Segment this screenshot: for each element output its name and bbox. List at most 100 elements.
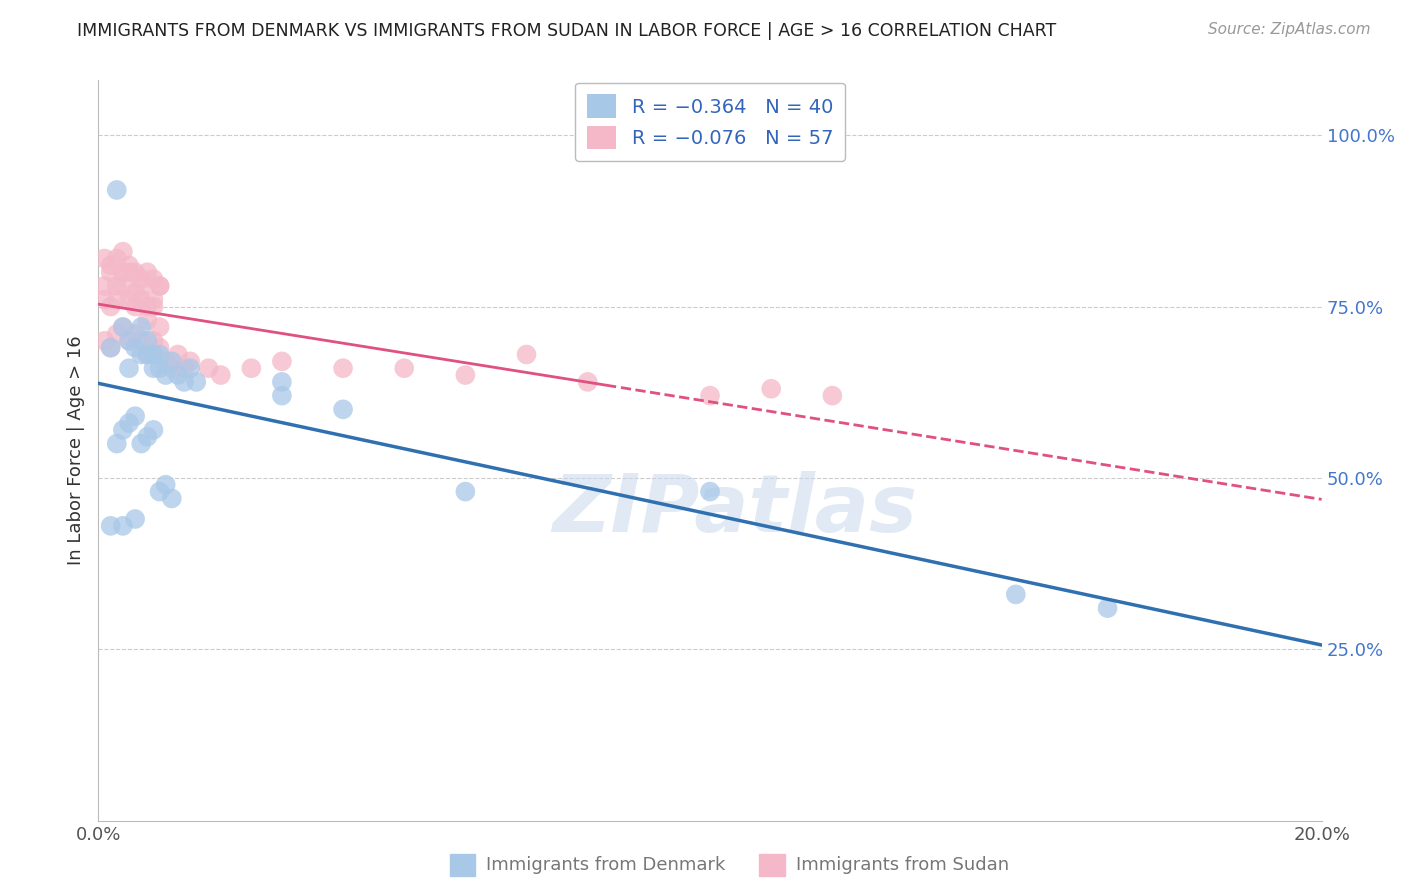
Point (155, 477, 177, 491)
Point (111, 279, 134, 293)
Point (155, 354, 177, 368)
Point (93, 252, 115, 266)
Point (129, 272, 152, 286)
Point (100, 259, 122, 273)
Point (332, 361, 354, 376)
Text: Source: ZipAtlas.com: Source: ZipAtlas.com (1208, 22, 1371, 37)
Point (136, 347, 159, 361)
Text: ZIPatlas: ZIPatlas (553, 471, 917, 549)
Point (149, 279, 172, 293)
Point (118, 265, 141, 279)
Text: IMMIGRANTS FROM DENMARK VS IMMIGRANTS FROM SUDAN IN LABOR FORCE | AGE > 16 CORRE: IMMIGRANTS FROM DENMARK VS IMMIGRANTS FR… (77, 22, 1056, 40)
Y-axis label: In Labor Force | Age > 16: In Labor Force | Age > 16 (66, 335, 84, 566)
Point (129, 279, 152, 293)
Point (142, 423, 165, 437)
Text: Immigrants from Denmark: Immigrants from Denmark (486, 855, 725, 874)
Point (167, 368, 190, 382)
Point (93, 293, 115, 307)
Text: Immigrants from Sudan: Immigrants from Sudan (796, 855, 1010, 874)
Point (136, 334, 159, 348)
Point (142, 334, 165, 348)
Point (129, 334, 152, 348)
Point (129, 320, 152, 334)
Point (118, 259, 141, 273)
Point (93, 279, 115, 293)
Point (124, 512, 146, 526)
Point (270, 354, 292, 368)
Point (105, 326, 128, 341)
Point (124, 300, 146, 314)
Point (179, 361, 201, 376)
Point (160, 361, 183, 376)
Point (179, 354, 201, 368)
Point (111, 320, 134, 334)
Point (136, 313, 159, 327)
Point (142, 300, 165, 314)
Point (124, 409, 146, 424)
Point (124, 341, 146, 355)
Point (1004, 587, 1026, 601)
Point (105, 183, 128, 197)
Point (167, 347, 190, 361)
Point (100, 341, 122, 355)
Point (105, 293, 128, 307)
Point (197, 361, 219, 376)
Point (270, 375, 292, 389)
Point (93, 334, 115, 348)
Point (332, 402, 354, 417)
Point (759, 382, 782, 396)
Point (105, 252, 128, 266)
Point (136, 265, 159, 279)
Point (149, 341, 172, 355)
Point (142, 272, 165, 286)
Point (111, 320, 134, 334)
Point (136, 347, 159, 361)
Point (149, 320, 172, 334)
Point (142, 361, 165, 376)
Legend: R = −0.364   N = 40, R = −0.076   N = 57: R = −0.364 N = 40, R = −0.076 N = 57 (575, 83, 845, 161)
Point (111, 265, 134, 279)
Point (173, 375, 195, 389)
Point (136, 430, 159, 444)
Point (160, 491, 183, 506)
Point (454, 484, 477, 499)
Point (240, 361, 263, 376)
Point (105, 436, 128, 450)
Point (111, 244, 134, 259)
Point (142, 293, 165, 307)
Point (149, 361, 172, 376)
Point (160, 354, 183, 368)
Point (699, 484, 721, 499)
Point (142, 347, 165, 361)
Point (149, 279, 172, 293)
Point (209, 368, 232, 382)
Point (1097, 601, 1119, 615)
Point (111, 519, 134, 533)
Point (124, 285, 146, 300)
Point (111, 423, 134, 437)
Point (129, 293, 152, 307)
Point (186, 375, 208, 389)
Point (100, 300, 122, 314)
Point (129, 347, 152, 361)
Point (155, 368, 177, 382)
Point (136, 300, 159, 314)
Point (118, 293, 141, 307)
Point (699, 389, 721, 403)
Point (118, 334, 141, 348)
Point (149, 347, 172, 361)
Point (576, 375, 599, 389)
Point (118, 334, 141, 348)
Point (100, 519, 122, 533)
Point (124, 265, 146, 279)
Point (149, 484, 172, 499)
Point (124, 326, 146, 341)
Point (118, 416, 141, 430)
Point (105, 279, 128, 293)
Point (270, 389, 292, 403)
Point (173, 361, 195, 376)
Point (392, 361, 416, 376)
Point (821, 389, 844, 403)
Point (454, 368, 477, 382)
Point (100, 341, 122, 355)
